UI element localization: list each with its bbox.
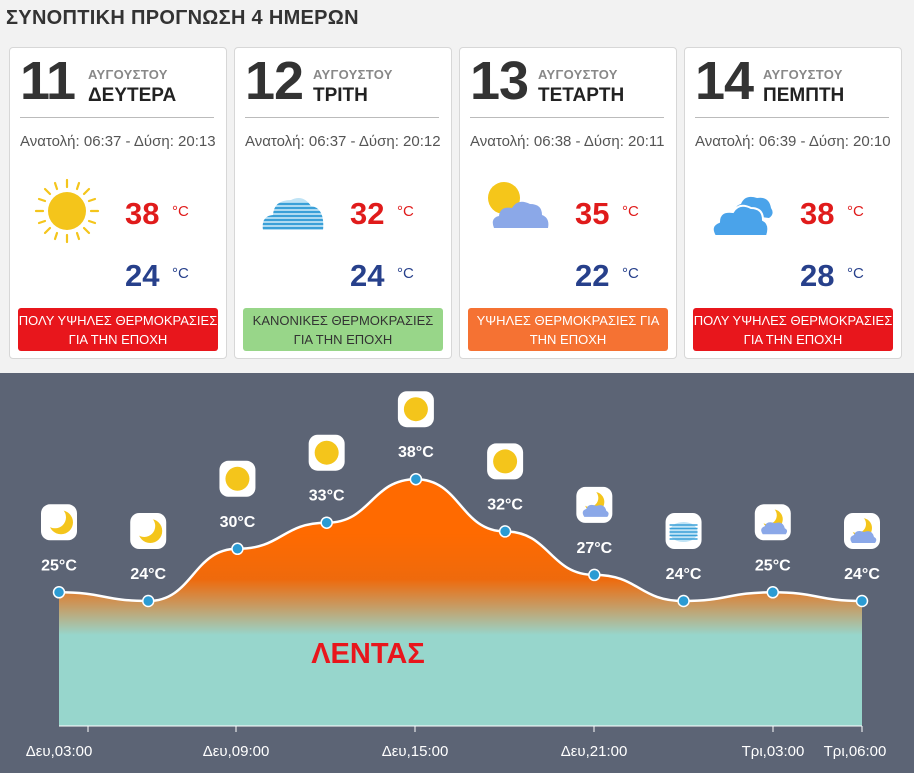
- month-label: ΑΥΓΟΥΣΤΟΥ: [313, 67, 393, 82]
- temperature-label: 30°C: [220, 514, 256, 531]
- temperature-label: 24°C: [844, 566, 880, 583]
- sun-icon: [487, 443, 524, 480]
- divider: [695, 117, 889, 118]
- forecast-cards: 11 ΑΥΓΟΥΣΤΟΥ ΔΕΥΤΕΡΑ Ανατολή: 06:37 - Δύ…: [9, 47, 905, 359]
- min-temp-unit: °C: [847, 265, 864, 282]
- moon-icon: [41, 504, 77, 541]
- temperature-label: 38°C: [398, 444, 434, 461]
- sunrise-sunset: Ανατολή: 06:37 - Δύση: 20:12: [245, 133, 441, 150]
- min-temp: 22: [575, 258, 610, 293]
- divider: [245, 117, 439, 118]
- temperature-line: [58, 477, 863, 603]
- x-tick-label: Τρι,03:00: [742, 743, 805, 760]
- max-temp-unit: °C: [172, 203, 189, 220]
- max-temp: 32: [350, 196, 385, 231]
- divider: [20, 117, 214, 118]
- page-title: ΣΥΝΟΠΤΙΚΗ ΠΡΟΓΝΩΣΗ 4 ΗΜΕΡΩΝ: [6, 7, 359, 29]
- sunrise-sunset: Ανατολή: 06:37 - Δύση: 20:13: [20, 133, 216, 150]
- temperature-label: 24°C: [666, 566, 702, 583]
- sunrise-sunset: Ανατολή: 06:39 - Δύση: 20:10: [695, 133, 891, 150]
- x-tick-label: Δευ,03:00: [26, 743, 93, 760]
- data-point: [231, 542, 244, 556]
- sun-icon: [308, 434, 345, 471]
- moon-icon: [130, 513, 167, 549]
- moon-cloud-icon: [754, 504, 791, 541]
- temperature-label: 24°C: [130, 566, 166, 583]
- sun-icon: [34, 178, 100, 244]
- x-tick-label: Δευ,15:00: [382, 743, 449, 760]
- moon-cloud-icon: [576, 486, 613, 523]
- weekday-label: ΤΕΤΑΡΤΗ: [538, 85, 625, 106]
- temperature-badge: ΠΟΛΥ ΥΨΗΛΕΣ ΘΕΡΜΟΚΡΑΣΙΕΣ ΓΙΑ ΤΗΝ ΕΠΟΧΗ: [693, 308, 893, 351]
- moon-cloud-icon: [844, 513, 880, 549]
- location-label: ΛΕΝΤΑΣ: [311, 638, 425, 670]
- min-temp-unit: °C: [397, 265, 414, 282]
- max-temp: 38: [800, 196, 835, 231]
- temperature-area-base: [59, 635, 862, 726]
- max-temp: 35: [575, 196, 610, 231]
- day-number: 14: [695, 51, 754, 111]
- temperature-label: 25°C: [41, 557, 77, 574]
- day-number: 12: [245, 51, 304, 111]
- data-point: [588, 568, 601, 582]
- x-tick-label: Δευ,09:00: [203, 743, 270, 760]
- day-card: 14 ΑΥΓΟΥΣΤΟΥ ΠΕΜΠΤΗ Ανατολή: 06:39 - Δύσ…: [684, 47, 902, 359]
- hourly-temperature-chart: Δευ,03:00 Δευ,09:00 Δευ,15:00 Δευ,21:00 Τρι,…: [0, 373, 914, 773]
- min-temp-unit: °C: [172, 265, 189, 282]
- partly-cloudy-icon: [488, 182, 549, 228]
- x-tick-label: Τρι,06:00: [824, 743, 887, 760]
- min-temp-unit: °C: [622, 265, 639, 282]
- sunrise-sunset: Ανατολή: 06:38 - Δύση: 20:11: [470, 133, 665, 150]
- data-point: [677, 594, 690, 608]
- temperature-badge: ΚΑΝΟΝΙΚΕΣ ΘΕΡΜΟΚΡΑΣΙΕΣ ΓΙΑ ΤΗΝ ΕΠΟΧΗ: [243, 308, 443, 351]
- temperature-area-chart: Δευ,03:00 Δευ,09:00 Δευ,15:00 Δευ,21:00 Τρι,…: [26, 391, 887, 760]
- temperature-label: 32°C: [487, 496, 523, 513]
- data-point: [320, 516, 333, 529]
- min-temp: 24: [350, 258, 385, 293]
- haze-icon: [665, 513, 702, 549]
- max-temp-unit: °C: [397, 203, 414, 220]
- divider: [470, 117, 664, 118]
- data-point: [766, 586, 780, 599]
- day-number: 11: [20, 51, 76, 111]
- weekday-label: ΠΕΜΠΤΗ: [763, 85, 845, 106]
- x-tick-label: Δευ,21:00: [561, 743, 628, 760]
- weekday-label: ΔΕΥΤΕΡΑ: [88, 85, 177, 106]
- data-point: [52, 586, 66, 599]
- clouds-icon: [711, 196, 773, 237]
- day-number: 13: [470, 51, 529, 111]
- day-card: 11 ΑΥΓΟΥΣΤΟΥ ΔΕΥΤΕΡΑ Ανατολή: 06:37 - Δύ…: [9, 47, 227, 359]
- data-point: [855, 594, 869, 608]
- data-point: [498, 525, 512, 538]
- max-temp-unit: °C: [847, 203, 864, 220]
- month-label: ΑΥΓΟΥΣΤΟΥ: [88, 67, 168, 82]
- month-label: ΑΥΓΟΥΣΤΟΥ: [763, 67, 843, 82]
- temperature-label: 27°C: [576, 540, 612, 557]
- month-label: ΑΥΓΟΥΣΤΟΥ: [538, 67, 618, 82]
- min-temp: 28: [800, 258, 835, 293]
- temperature-label: 33°C: [309, 488, 345, 505]
- haze-icon: [262, 198, 324, 230]
- data-point: [409, 472, 423, 486]
- max-temp: 38: [125, 196, 160, 231]
- min-temp: 24: [125, 258, 160, 293]
- sun-icon: [397, 391, 434, 428]
- temperature-badge: ΥΨΗΛΕΣ ΘΕΡΜΟΚΡΑΣΙΕΣ ΓΙΑ ΤΗΝ ΕΠΟΧΗ: [468, 308, 668, 351]
- max-temp-unit: °C: [622, 203, 639, 220]
- temperature-label: 25°C: [755, 557, 791, 574]
- sun-icon: [219, 460, 256, 497]
- temperature-badge: ΠΟΛΥ ΥΨΗΛΕΣ ΘΕΡΜΟΚΡΑΣΙΕΣ ΓΙΑ ΤΗΝ ΕΠΟΧΗ: [18, 308, 218, 351]
- day-card: 12 ΑΥΓΟΥΣΤΟΥ ΤΡΙΤΗ Ανατολή: 06:37 - Δύση…: [234, 47, 452, 359]
- day-card: 13 ΑΥΓΟΥΣΤΟΥ ΤΕΤΑΡΤΗ Ανατολή: 06:38 - Δύ…: [459, 47, 677, 359]
- data-point: [141, 594, 155, 608]
- weekday-label: ΤΡΙΤΗ: [313, 85, 368, 106]
